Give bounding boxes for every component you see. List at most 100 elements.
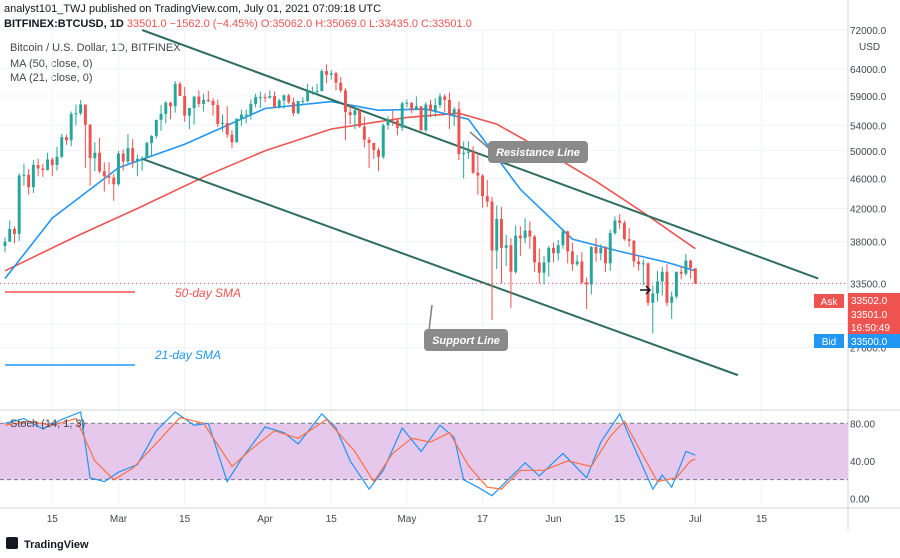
candle-body (424, 104, 428, 131)
candle (249, 99, 253, 120)
candle (693, 268, 697, 285)
candle (325, 64, 328, 84)
candle (320, 69, 324, 92)
candle (580, 252, 584, 285)
candle (74, 104, 78, 126)
candle-body (660, 271, 664, 282)
publish-line: analyst101_TWJ published on TradingView.… (4, 3, 382, 15)
candle (169, 101, 172, 120)
candle (145, 141, 149, 159)
candle-body (381, 125, 385, 157)
x-tick-label: 15 (179, 514, 191, 525)
y-tick-label: 72000.0 (850, 26, 887, 37)
candle (150, 135, 154, 156)
candle (504, 234, 508, 267)
candle (556, 239, 560, 261)
candle (192, 96, 196, 125)
candle (135, 154, 139, 177)
stoch-title: Stoch (14, 1, 3) (10, 418, 85, 430)
candle (523, 218, 527, 244)
candle (429, 99, 433, 118)
candle-body (395, 120, 399, 128)
candle-body (55, 156, 59, 165)
candle-body (580, 261, 584, 283)
candle (509, 238, 513, 309)
candle-body (547, 247, 551, 263)
candle-body (429, 104, 433, 111)
candle-body (173, 83, 177, 107)
candle-body (31, 164, 35, 188)
candle-body (107, 176, 111, 178)
candles (3, 64, 697, 334)
candle (481, 174, 485, 208)
candle-body (36, 164, 40, 169)
candle-body (102, 171, 106, 177)
ohlc-values: O:35062.0 H:35069.0 L:33435.0 C:33501.0 (260, 18, 472, 30)
candle (419, 106, 423, 131)
candle (627, 228, 631, 247)
candle-body (438, 96, 442, 106)
tradingview-brand: TradingView (24, 539, 89, 551)
candle-body (608, 233, 612, 264)
y-tick-label: 59000.0 (850, 92, 887, 103)
candle (670, 291, 674, 319)
candle-body (60, 137, 64, 157)
candle-body (88, 124, 92, 159)
candle (542, 255, 546, 285)
candle-body (523, 230, 527, 239)
candle-body (159, 113, 163, 120)
candle-body (183, 95, 187, 116)
candle (353, 106, 357, 129)
candle (178, 81, 182, 96)
candle-body (329, 73, 333, 75)
candle-body (268, 95, 272, 98)
candle (273, 91, 276, 109)
candle-body (197, 96, 201, 104)
candle (575, 255, 579, 267)
candle-body (154, 119, 158, 136)
candle-body (585, 282, 589, 285)
candle (55, 146, 59, 171)
candle (291, 97, 295, 117)
candle (93, 142, 97, 172)
candle-body (656, 281, 659, 294)
candle (367, 137, 371, 168)
x-tick-label: May (397, 514, 416, 525)
candle (258, 91, 262, 108)
candle (537, 248, 541, 284)
candle (348, 104, 352, 125)
candle-body (287, 95, 291, 103)
candle-body (315, 90, 319, 92)
candle (490, 196, 494, 320)
symbol-line: BITFINEX:BTCUSD, 1D 33501.0 −1562.0 (−4.… (4, 18, 472, 30)
candle-body (377, 150, 381, 157)
candle (296, 101, 300, 115)
candle-body (537, 262, 541, 273)
candle-body (225, 122, 229, 135)
candle (12, 226, 16, 244)
y-tick-label: 27600.0 (850, 344, 887, 355)
stoch-tick-label: 40.00 (850, 457, 875, 468)
candle (552, 242, 555, 263)
candle (254, 93, 258, 108)
candle-body (410, 102, 414, 110)
sma21-label: 21-day SMA (154, 348, 221, 362)
candle (22, 163, 26, 186)
candle (561, 228, 565, 249)
candle-body (419, 106, 423, 131)
candle-body (552, 247, 555, 254)
candle-body (263, 97, 267, 99)
y-tick-label: 64000.0 (850, 65, 887, 76)
candle (173, 81, 177, 113)
candle (656, 270, 659, 302)
candle-body (282, 95, 286, 101)
candle (689, 259, 693, 279)
candle-body (566, 231, 570, 252)
candle-body (296, 101, 300, 114)
candle-body (301, 101, 305, 103)
candle-body (273, 95, 276, 107)
x-tick-label: 15 (47, 514, 59, 525)
candle (164, 101, 168, 124)
footer: TradingView (6, 537, 89, 551)
